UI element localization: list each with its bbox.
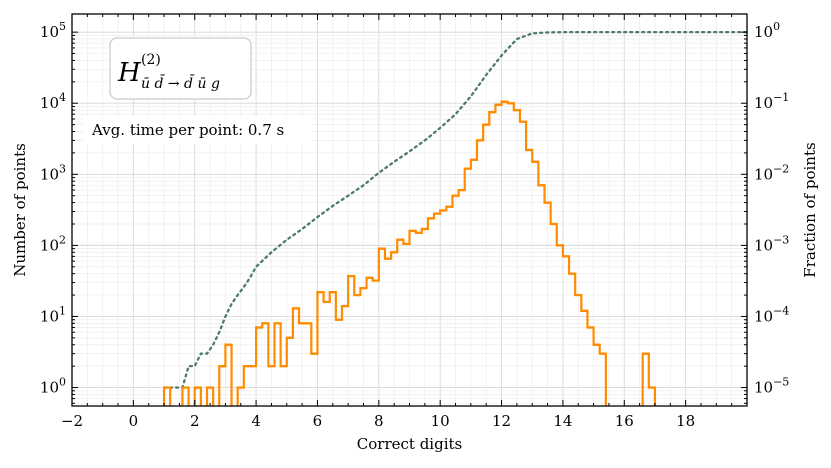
x-tick-label: 12	[492, 412, 511, 430]
data-series	[162, 30, 747, 406]
process-label-box: H (2) ū d̄ → d̄ ū g	[109, 37, 252, 100]
y2-axis-label: Fraction of points	[801, 142, 819, 277]
ticks	[71, 14, 748, 406]
y-tick-label: 103	[40, 162, 66, 183]
process-subscript: ū d̄ → d̄ ū g	[141, 74, 220, 92]
x-tick-label: −2	[61, 412, 83, 430]
process-symbol: H	[117, 58, 142, 88]
x-tick-label: 8	[374, 412, 384, 430]
y2-tick-label: 10−3	[754, 233, 789, 254]
annotation-background	[84, 116, 312, 144]
y-axis-label: Number of points	[11, 143, 29, 277]
x-axis-label: Correct digits	[357, 435, 462, 453]
x-tick-label: 6	[313, 412, 323, 430]
x-tick-label: 0	[129, 412, 139, 430]
y-tick-label: 101	[40, 304, 66, 325]
x-tick-label: 16	[615, 412, 634, 430]
y-tick-label: 100	[40, 376, 66, 397]
y2-tick-label: 100	[754, 20, 780, 41]
tick-labels: −2 0 2 4 6 8 10 12 14 16 18 100 101 102 103 104 105 10−5 1…	[40, 20, 789, 430]
x-tick-label: 14	[553, 412, 572, 430]
y2-tick-label: 10−4	[754, 304, 789, 325]
x-tick-label: 10	[431, 412, 450, 430]
y2-tick-label: 10−1	[754, 91, 789, 112]
cumulative-fraction-line	[162, 30, 747, 389]
x-tick-label: 2	[190, 412, 200, 430]
avg-time-annotation: Avg. time per point: 0.7 s	[91, 121, 284, 139]
x-tick-label: 18	[676, 412, 695, 430]
x-tick-label: 4	[251, 412, 261, 430]
y-tick-label: 102	[40, 233, 66, 254]
y2-tick-label: 10−5	[754, 376, 789, 397]
y-tick-label: 104	[40, 91, 66, 112]
y2-tick-label: 10−2	[754, 162, 789, 183]
y-tick-label: 105	[40, 20, 66, 41]
process-superscript: (2)	[141, 52, 161, 68]
